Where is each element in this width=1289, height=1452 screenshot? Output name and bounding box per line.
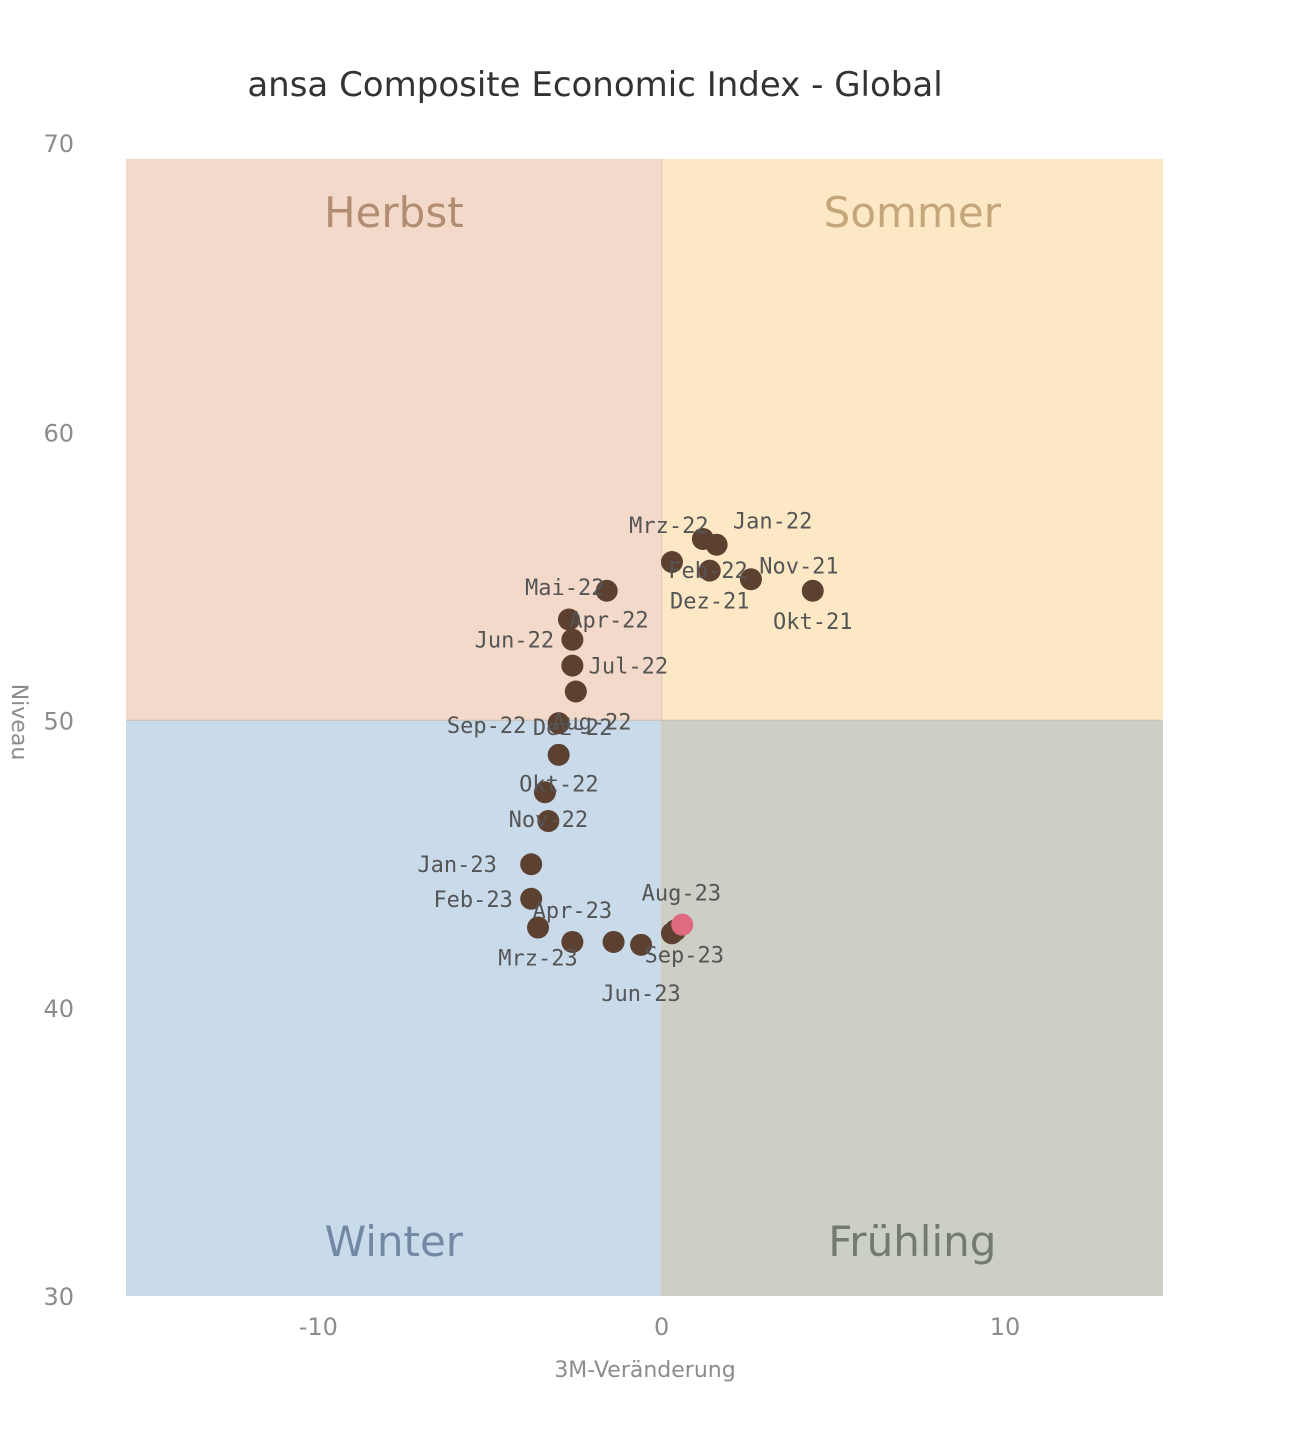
data-point-latest [671,913,694,936]
data-point [660,550,683,573]
quadrant-label-herbst: Herbst [324,188,464,237]
data-point [561,628,584,651]
data-point [698,559,721,582]
point-label: Feb-23 [433,888,512,913]
data-point [561,654,584,677]
point-label: Jan-22 [733,510,812,535]
point-label: Dez-21 [670,590,749,615]
point-label: Jun-22 [475,629,554,654]
point-label: Jan-23 [417,853,496,878]
data-point [533,781,556,804]
point-label: Mrz-22 [629,514,708,539]
point-label: Okt-21 [773,610,852,635]
point-label: Okt-22 [519,772,598,797]
data-point [602,930,625,953]
point-label: Mai-22 [525,576,604,601]
point-label: Mrz-23 [498,947,577,972]
point-label: Dez-22 [533,716,612,741]
y-tick-label: 40 [43,995,74,1023]
point-label: Nov-21 [759,554,838,579]
data-point [801,579,824,602]
point-label: Feb-22 [668,559,747,584]
y-tick-label: 70 [43,130,74,158]
point-label: Aug-22 [552,711,631,736]
data-point [630,933,653,956]
x-tick-label: 0 [654,1313,669,1341]
y-tick-label: 50 [43,707,74,735]
point-label: Apr-22 [569,609,648,634]
data-point [547,712,570,735]
data-point [520,853,543,876]
quadrant-layer: Herbst Sommer Winter Frühling [126,159,1163,1296]
quadrant-label-fr-hling: Frühling [828,1217,996,1266]
quadrant-sommer [661,159,1163,721]
point-label: Aug-23 [642,881,721,906]
data-point [739,568,762,591]
data-point [557,608,580,631]
tick-layer: 30 40 50 60 70 -10 0 10 [43,130,1020,1341]
x-axis-label: 3M-Veränderung [554,1358,735,1383]
y-tick-label: 60 [43,419,74,447]
data-point [561,930,584,953]
point-label: Apr-23 [533,899,612,924]
data-point [547,743,570,766]
quadrant-winter [126,720,662,1296]
x-tick-label: 10 [990,1313,1021,1341]
point-label: Sep-23 [645,944,724,969]
point-label: Sep-22 [447,714,526,739]
data-point [564,680,587,703]
point-label: Nov-22 [509,808,588,833]
data-point [537,810,560,833]
y-tick-label: 30 [43,1283,74,1311]
point-label: Jun-23 [601,982,680,1007]
x-tick-label: -10 [299,1313,338,1341]
point-layer: Okt-21 Nov-21 Dez-21 Jan-22 Feb-22 Mrz-22 Apr-… [417,510,852,1007]
quadrant-fr-hling [661,720,1163,1296]
point-label: Jul-22 [589,655,668,680]
quadrant-label-sommer: Sommer [824,188,1002,237]
chart-title: ansa Composite Economic Index - Global [247,65,942,105]
data-point [595,579,618,602]
data-point [520,887,543,910]
y-axis-label: Niveau [6,684,31,761]
data-point [527,916,550,939]
quadrant-label-winter: Winter [325,1217,464,1266]
data-point [691,527,714,550]
